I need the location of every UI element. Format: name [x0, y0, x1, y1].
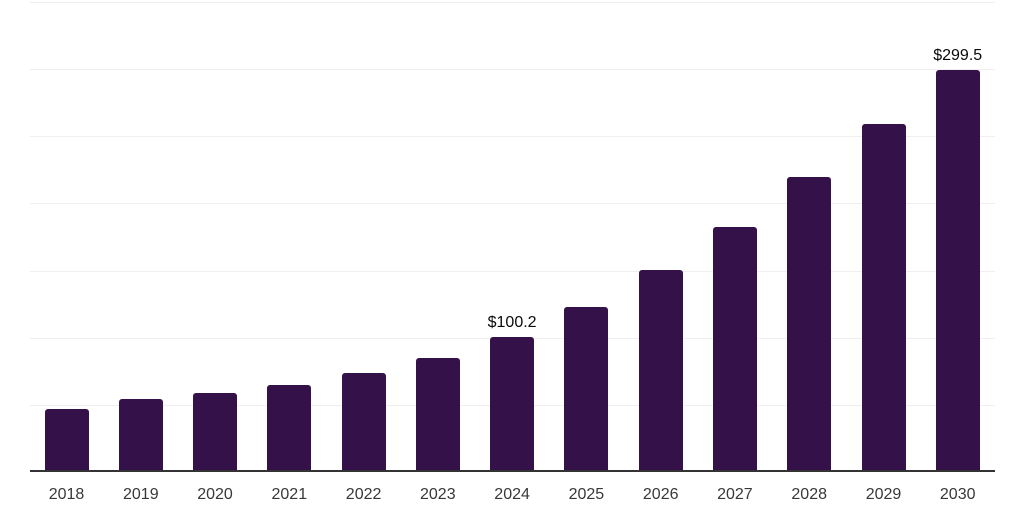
x-tick-label-2020: 2020: [197, 486, 233, 503]
value-label-2024: $100.2: [487, 314, 537, 332]
gridline: [30, 2, 995, 3]
gridline: [30, 136, 995, 137]
gridline: [30, 69, 995, 70]
x-tick-label-2026: 2026: [642, 486, 679, 503]
x-tick-label-2019: 2019: [123, 486, 159, 503]
x-axis-line: [30, 470, 995, 472]
x-tick-label-2023: 2023: [420, 486, 456, 503]
x-tick-label-2029: 2029: [865, 486, 902, 503]
bar-2029: [861, 124, 906, 470]
bar-2018: [44, 409, 89, 470]
bar-2022: [341, 373, 386, 470]
x-tick-label-2030: 2030: [939, 486, 976, 503]
bar-2030: [935, 69, 980, 470]
bar-2020: [193, 393, 237, 470]
bar-2019: [118, 399, 163, 470]
x-tick-label-2027: 2027: [717, 486, 753, 503]
bar-2027: [712, 226, 757, 470]
x-tick-label-2021: 2021: [271, 486, 308, 503]
gridline: [30, 203, 995, 204]
x-tick-label-2022: 2022: [345, 486, 382, 503]
x-tick-label-2024: 2024: [494, 486, 530, 503]
bar-2025: [564, 307, 609, 470]
x-tick-label-2025: 2025: [568, 486, 605, 503]
value-label-2030: $299.5: [933, 46, 983, 64]
bar-2023: [415, 357, 460, 470]
bar-2024: [490, 337, 535, 470]
x-tick-label-2028: 2028: [791, 486, 827, 503]
gridline: [30, 271, 995, 272]
bar-2028: [787, 177, 832, 470]
bar-2021: [267, 385, 312, 470]
bar-2026: [638, 270, 683, 470]
x-tick-label-2018: 2018: [48, 486, 85, 503]
